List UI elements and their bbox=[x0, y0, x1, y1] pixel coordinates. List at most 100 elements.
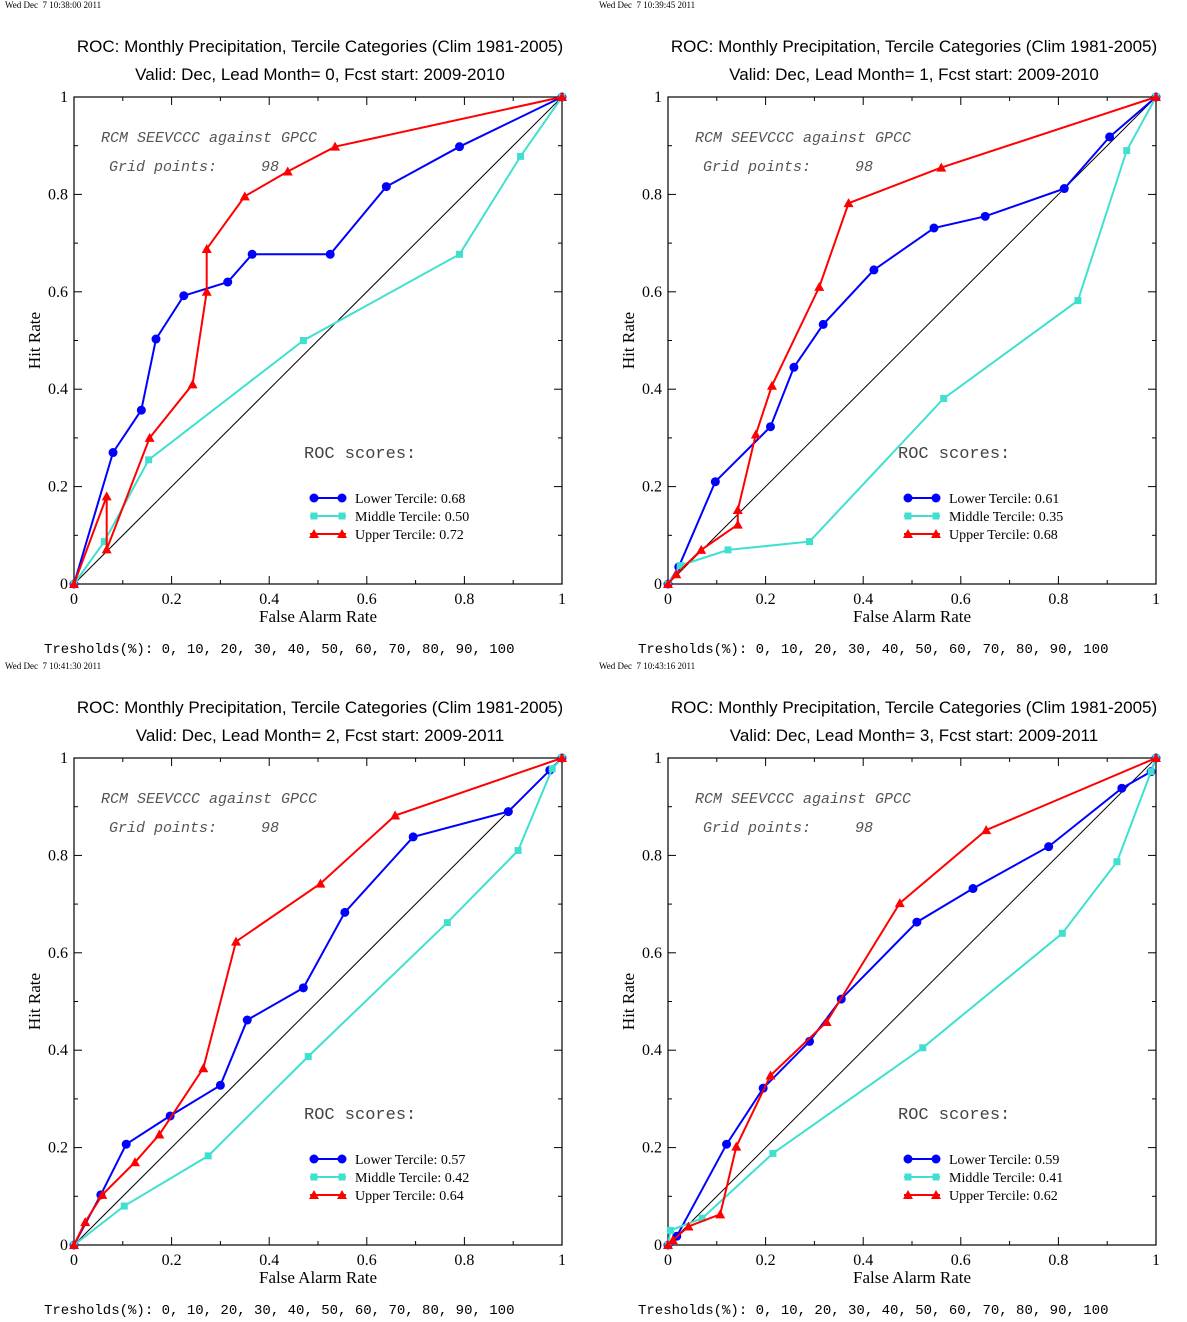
upper-tercile-point bbox=[821, 1016, 832, 1026]
upper-tercile-point bbox=[765, 1070, 776, 1080]
middle-tercile-point bbox=[1058, 929, 1066, 937]
chart-title: ROC: Monthly Precipitation, Tercile Cate… bbox=[670, 698, 1158, 717]
legend-marker-lower-tercile bbox=[903, 1154, 913, 1164]
lower-tercile-point bbox=[912, 917, 922, 927]
x-tick-label: 1 bbox=[1152, 591, 1160, 608]
lower-tercile-point bbox=[789, 362, 799, 372]
lower-tercile-point bbox=[121, 1139, 131, 1149]
x-tick-label: 0.4 bbox=[853, 1252, 873, 1269]
x-tick-label: 0.8 bbox=[1048, 1252, 1068, 1269]
middle-tercile-point bbox=[548, 765, 556, 773]
grid-points-label: Grid points: bbox=[109, 820, 217, 837]
x-tick-label: 0.8 bbox=[454, 591, 474, 608]
roc-panel-lead-3: Wed Dec 7 10:43:16 2011 ROC: Monthly Pre… bbox=[594, 661, 1187, 1322]
lower-tercile-point bbox=[765, 422, 775, 432]
legend-marker-lower-tercile bbox=[337, 1154, 347, 1164]
y-axis-label: Hit Rate bbox=[25, 312, 44, 369]
y-tick-label: 0.4 bbox=[642, 381, 662, 398]
roc-scores-heading: ROC scores: bbox=[304, 445, 416, 464]
upper-tercile-point bbox=[97, 1189, 108, 1199]
x-tick-label: 0.4 bbox=[853, 591, 873, 608]
grid-points-value: 98 bbox=[261, 820, 279, 837]
grid-points-label: Grid points: bbox=[109, 159, 217, 176]
x-tick-label: 0.6 bbox=[951, 1252, 971, 1269]
middle-tercile-point bbox=[145, 456, 153, 464]
y-axis-label: Hit Rate bbox=[619, 973, 638, 1030]
x-tick-label: 0.6 bbox=[357, 591, 377, 608]
y-tick-label: 0.2 bbox=[642, 1140, 662, 1157]
upper-tercile-point bbox=[69, 1240, 79, 1249]
y-tick-label: 0.6 bbox=[642, 945, 662, 962]
grid-points-value: 98 bbox=[855, 159, 873, 176]
legend-label-lower-tercile: Lower Tercile: 0.57 bbox=[355, 1153, 465, 1168]
y-tick-label: 1 bbox=[654, 89, 662, 106]
y-tick-label: 0.6 bbox=[48, 945, 68, 962]
lower-tercile-point bbox=[408, 832, 418, 842]
legend-marker-upper-tercile bbox=[903, 529, 913, 538]
x-tick-label: 0 bbox=[664, 1252, 672, 1269]
chart-subtitle: Valid: Dec, Lead Month= 0, Fcst start: 2… bbox=[135, 65, 505, 84]
lower-tercile-point bbox=[1105, 132, 1115, 142]
no-skill-diagonal bbox=[73, 96, 563, 585]
upper-tercile-line bbox=[667, 757, 1157, 1246]
upper-tercile-point bbox=[315, 878, 326, 888]
legend-label-upper-tercile: Upper Tercile: 0.72 bbox=[355, 528, 464, 543]
roc-plot: 0 0.2 0.4 0.6 0.8 1 0 0.2 0.4 0.6 0.8 1 False Alarm … bbox=[619, 750, 1161, 1287]
middle-tercile-point bbox=[676, 561, 684, 569]
middle-tercile-point bbox=[666, 1226, 674, 1234]
dataset-annotation: RCM SEEVCCC against GPCC bbox=[101, 791, 317, 808]
upper-tercile-point bbox=[130, 1157, 140, 1167]
x-tick-label: 0 bbox=[664, 591, 672, 608]
lower-tercile-point bbox=[325, 249, 335, 259]
upper-tercile-point bbox=[732, 504, 743, 514]
x-tick-label: 0.2 bbox=[162, 1252, 182, 1269]
y-tick-label: 1 bbox=[654, 750, 662, 767]
upper-tercile-point bbox=[239, 191, 250, 201]
upper-tercile-point bbox=[144, 432, 155, 442]
x-axis-label: False Alarm Rate bbox=[259, 607, 377, 626]
upper-tercile-point bbox=[696, 544, 707, 554]
y-tick-label: 0.8 bbox=[642, 847, 662, 864]
middle-tercile-line bbox=[73, 757, 563, 1246]
upper-tercile-point bbox=[282, 166, 293, 176]
y-tick-label: 0.8 bbox=[642, 186, 662, 203]
lower-tercile-point bbox=[298, 983, 308, 993]
lower-tercile-point bbox=[136, 405, 146, 415]
middle-tercile-point bbox=[940, 394, 948, 402]
legend-label-upper-tercile: Upper Tercile: 0.64 bbox=[355, 1189, 464, 1204]
legend-label-lower-tercile: Lower Tercile: 0.59 bbox=[949, 1153, 1059, 1168]
legend-marker-middle-tercile bbox=[338, 512, 346, 520]
legend-marker-lower-tercile bbox=[931, 493, 941, 503]
legend-label-middle-tercile: Middle Tercile: 0.50 bbox=[355, 510, 469, 525]
grid-points-value: 98 bbox=[855, 820, 873, 837]
roc-panel-lead-2: Wed Dec 7 10:41:30 2011 ROC: Monthly Pre… bbox=[0, 661, 594, 1322]
chart-subtitle: Valid: Dec, Lead Month= 2, Fcst start: 2… bbox=[135, 726, 505, 745]
upper-tercile-point bbox=[1151, 92, 1161, 101]
upper-tercile-point bbox=[390, 810, 401, 820]
middle-tercile-point bbox=[204, 1152, 212, 1160]
upper-tercile-point bbox=[814, 281, 825, 291]
lower-tercile-point bbox=[1044, 842, 1054, 852]
upper-tercile-point bbox=[683, 1221, 694, 1231]
y-tick-label: 0.8 bbox=[48, 186, 68, 203]
y-tick-label: 0.6 bbox=[642, 284, 662, 301]
grid-points-value: 98 bbox=[261, 159, 279, 176]
lower-tercile-point bbox=[340, 907, 350, 917]
legend-marker-upper-tercile bbox=[931, 529, 941, 538]
timestamp: Wed Dec 7 10:39:45 2011 bbox=[599, 0, 696, 10]
middle-tercile-point bbox=[1147, 768, 1155, 776]
chart-subtitle: Valid: Dec, Lead Month= 3, Fcst start: 2… bbox=[729, 726, 1099, 745]
middle-tercile-point bbox=[1123, 147, 1131, 155]
x-tick-label: 0.8 bbox=[1048, 591, 1068, 608]
legend-label-lower-tercile: Lower Tercile: 0.61 bbox=[949, 492, 1059, 507]
y-tick-label: 0.2 bbox=[48, 1140, 68, 1157]
y-tick-label: 1 bbox=[60, 89, 68, 106]
y-tick-label: 0 bbox=[654, 1237, 662, 1254]
lower-tercile-point bbox=[710, 477, 720, 487]
roc-scores-heading: ROC scores: bbox=[304, 1106, 416, 1125]
y-tick-label: 0.4 bbox=[642, 1042, 662, 1059]
x-tick-label: 0.4 bbox=[259, 1252, 279, 1269]
middle-tercile-point bbox=[806, 538, 814, 546]
lower-tercile-point bbox=[151, 334, 161, 344]
legend-marker-middle-tercile bbox=[904, 1173, 912, 1181]
